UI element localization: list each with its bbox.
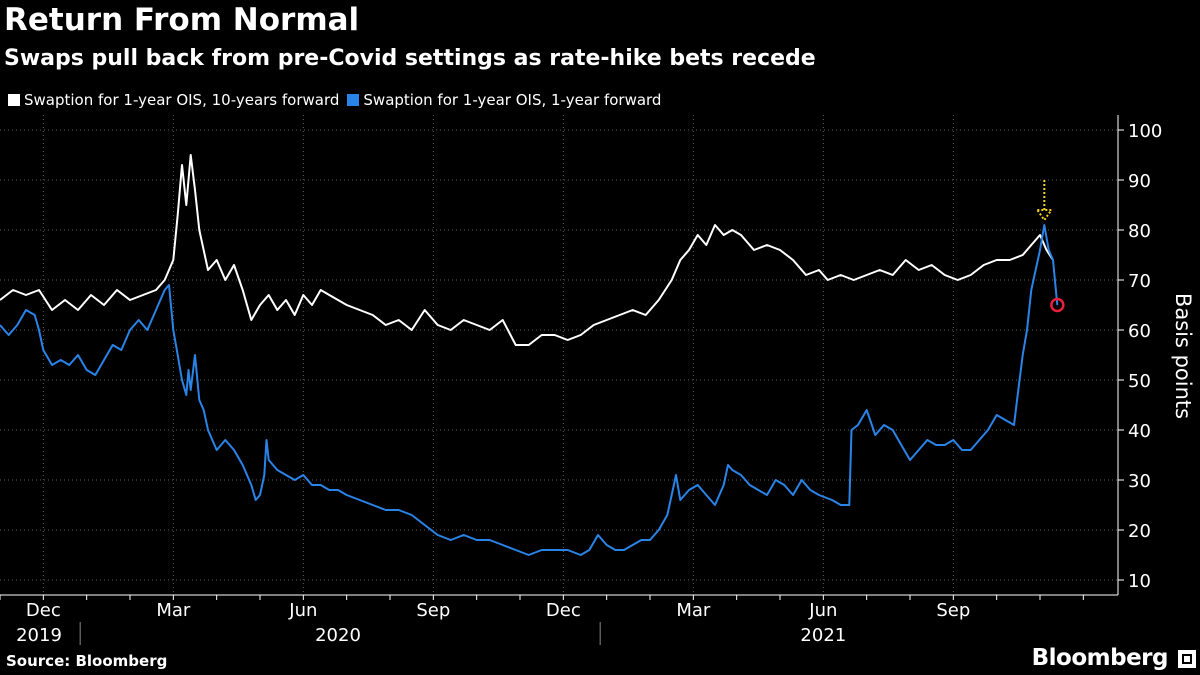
y-tick-label: 60 (1128, 321, 1151, 342)
y-axis-label: Basis points (1171, 293, 1195, 419)
source-note: Source: Bloomberg (6, 652, 168, 670)
x-tick-label: Sep (936, 600, 970, 621)
y-tick-label: 50 (1128, 371, 1151, 392)
y-tick-label: 90 (1128, 171, 1151, 192)
bloomberg-mark-icon (1178, 650, 1196, 668)
x-tick-label: Mar (676, 600, 711, 621)
x-tick-label: Sep (416, 600, 450, 621)
x-tick-label: Mar (156, 600, 191, 621)
y-tick-label: 20 (1128, 521, 1151, 542)
y-tick-label: 10 (1128, 571, 1151, 592)
legend-item-series1: Swaption for 1-year OIS, 10-years forwar… (8, 91, 339, 109)
series-layer (0, 154, 1059, 556)
bloomberg-logo: Bloomberg (1031, 645, 1169, 671)
arrow-head-icon (1035, 209, 1054, 222)
year-label: 2020 (315, 625, 361, 646)
y-tick-label: 30 (1128, 471, 1151, 492)
chart-subtitle: Swaps pull back from pre-Covid settings … (4, 46, 816, 71)
latest-value-marker (1050, 297, 1065, 313)
axes: 10 20 30 40 50 60 70 80 90 100 Dec Mar Jun Sep Dec Mar J… (0, 115, 1195, 646)
x-tick-label: Jun (288, 600, 317, 621)
legend-swatch-blue (347, 94, 360, 106)
x-tick-label: Dec (546, 600, 581, 621)
legend-item-series2: Swaption for 1-year OIS, 1-year forward (347, 91, 661, 109)
gridlines (0, 115, 1118, 595)
y-tick-label: 80 (1128, 221, 1151, 242)
legend-label-series2: Swaption for 1-year OIS, 1-year forward (363, 91, 662, 109)
annotations (1035, 180, 1065, 313)
x-tick-label: Jun (808, 600, 837, 621)
year-label: 2021 (800, 625, 846, 646)
y-tick-label: 40 (1128, 421, 1151, 442)
chart-title: Return From Normal (4, 2, 360, 38)
legend-label-series1: Swaption for 1-year OIS, 10-years forwar… (24, 91, 340, 109)
year-label: 2019 (16, 625, 62, 646)
x-tick-label: Dec (26, 600, 61, 621)
y-tick-label: 100 (1128, 121, 1162, 142)
year-dividers (79, 622, 601, 645)
series-line-1y-forward (0, 224, 1059, 556)
legend-swatch-white (8, 94, 20, 106)
series-line-10y-forward (0, 154, 1054, 346)
y-tick-label: 70 (1128, 271, 1151, 292)
legend: Swaption for 1-year OIS, 10-years forwar… (8, 91, 669, 109)
